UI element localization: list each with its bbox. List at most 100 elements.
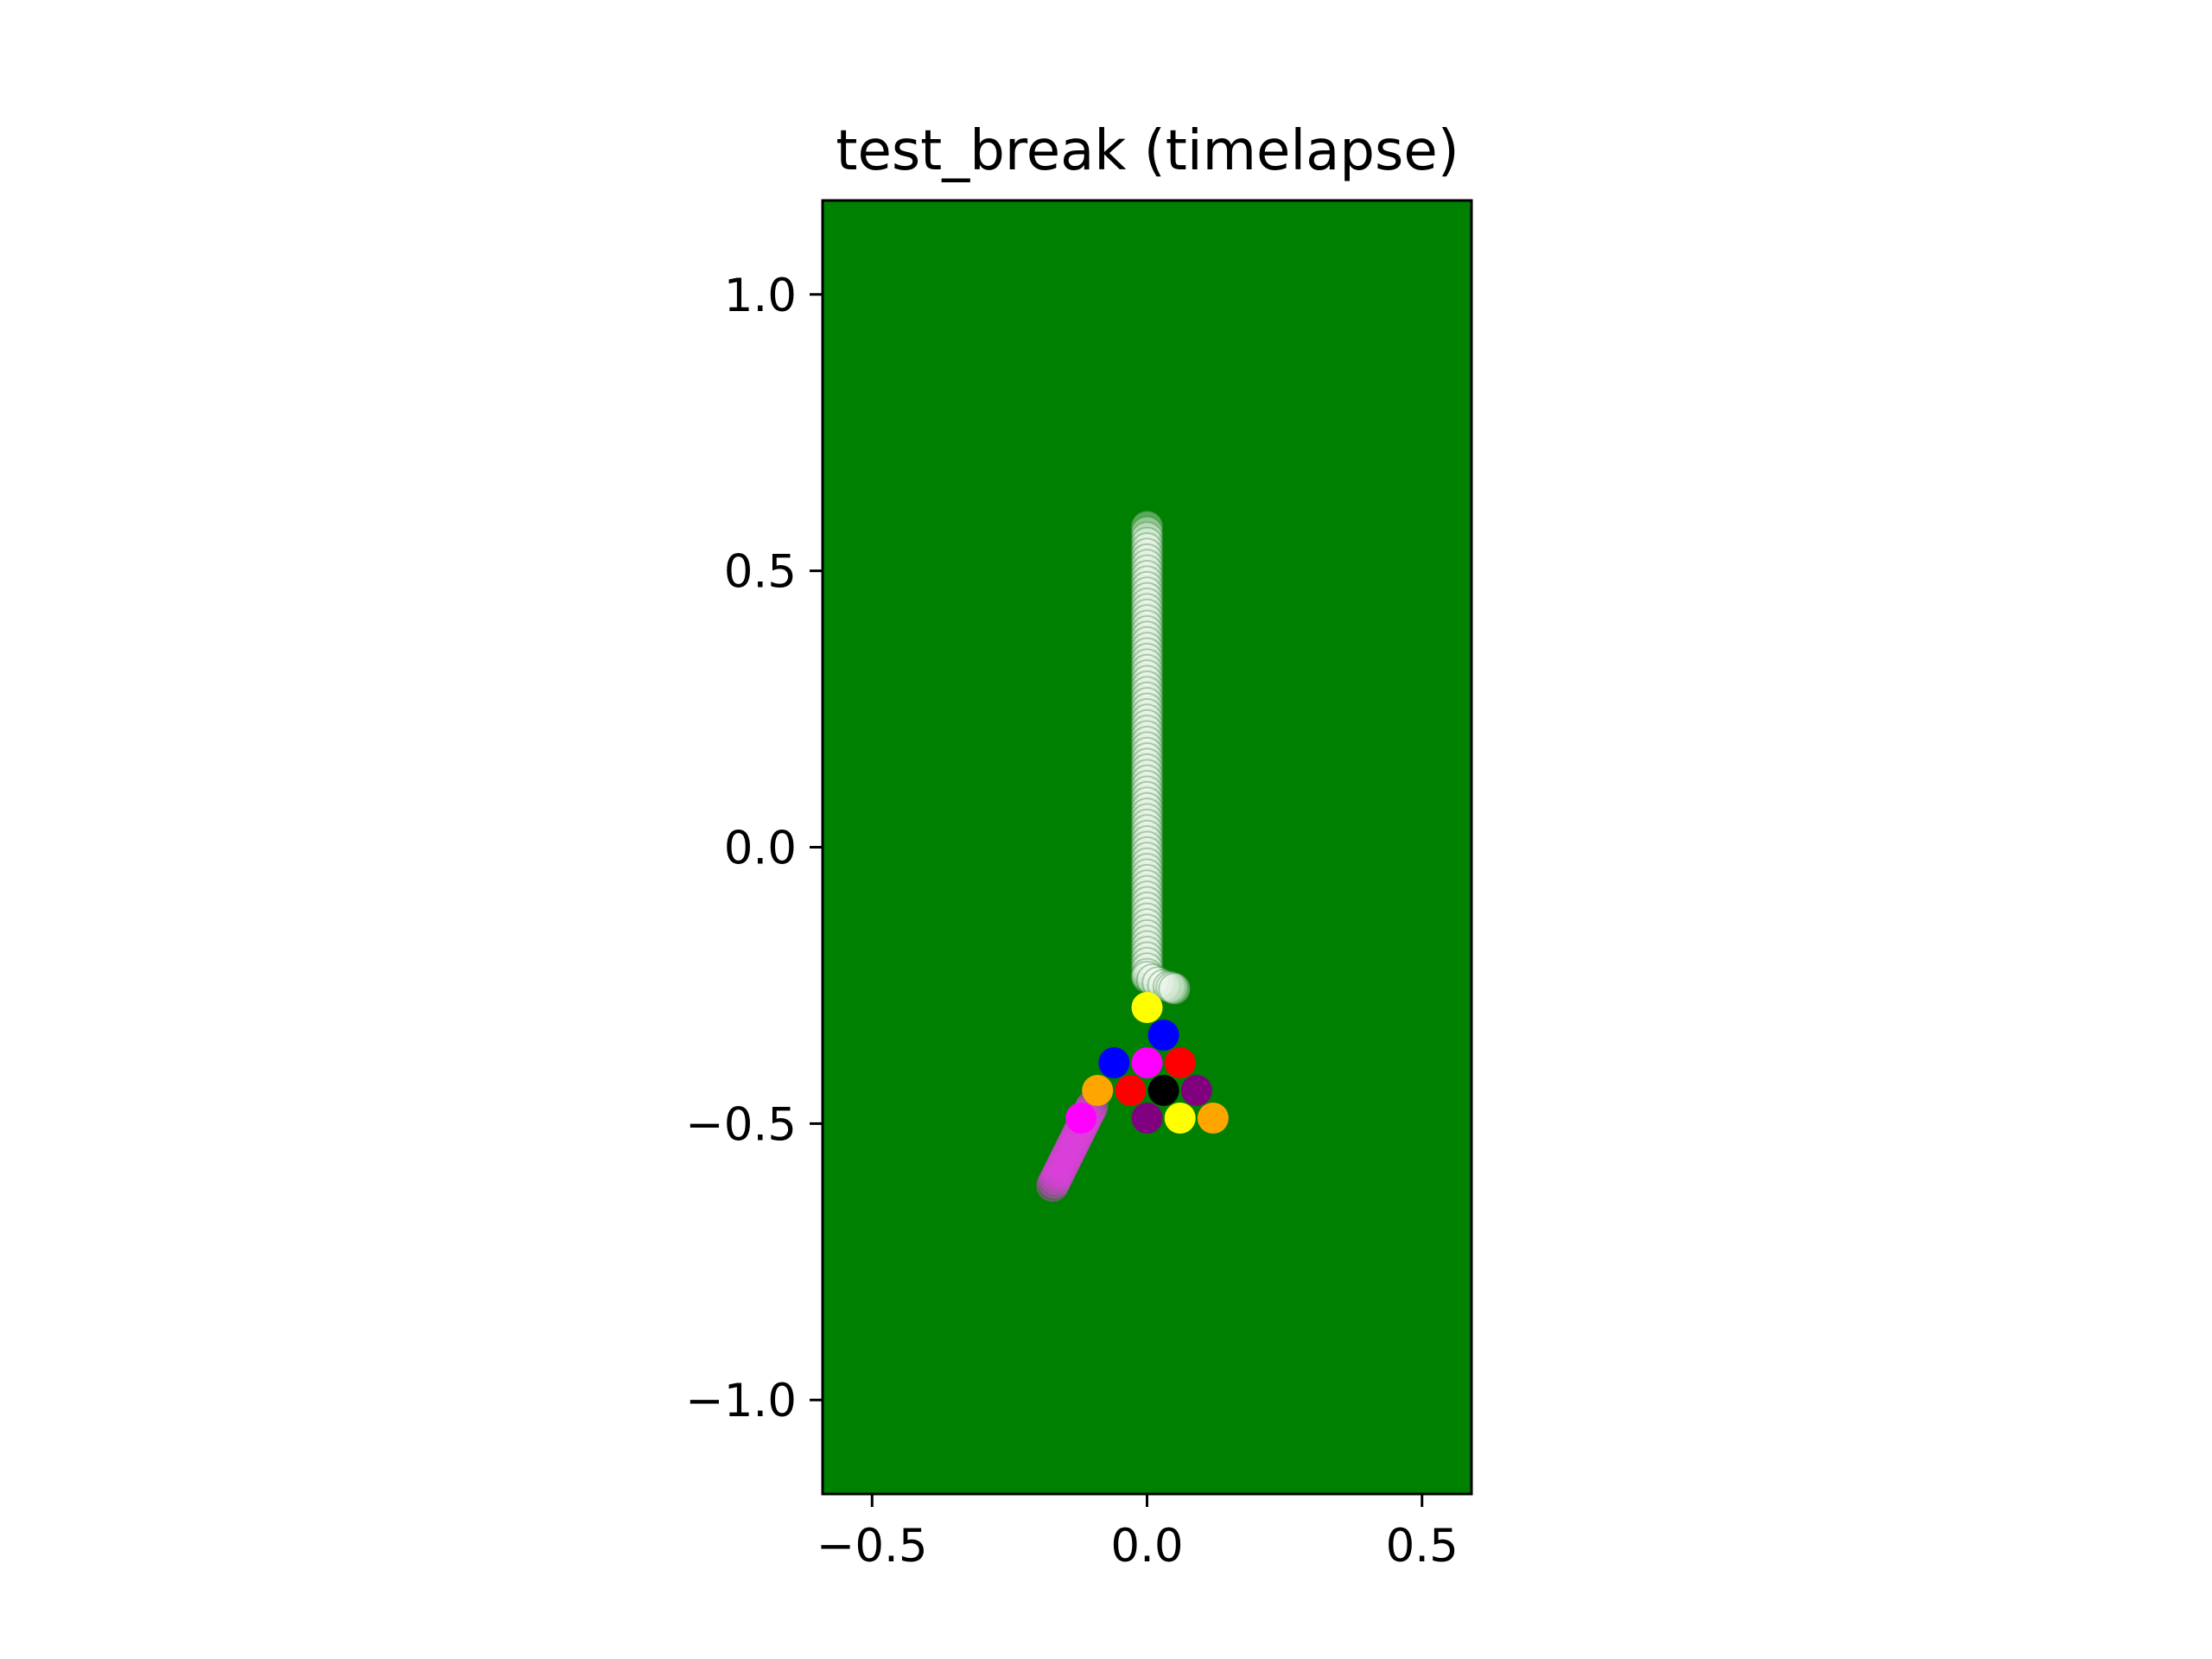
series-2 (1131, 992, 1163, 1024)
ball-point (1180, 1074, 1212, 1106)
trail-point (1130, 526, 1164, 560)
trail-point (1130, 847, 1164, 880)
trail-point (1130, 747, 1164, 781)
trail-point (1130, 780, 1164, 814)
trail-point (1130, 908, 1164, 942)
y-axis: 1.0 0.5 0.0 −0.5 −1.0 (685, 270, 823, 1427)
trail-point (1130, 842, 1164, 875)
trail-point (1054, 1132, 1088, 1166)
trail-point (1037, 1166, 1071, 1199)
ball-point (1164, 1047, 1196, 1078)
trail-point (1130, 869, 1164, 903)
trail-point (1130, 803, 1164, 836)
trail-point (1147, 969, 1180, 1002)
trail-point (1130, 736, 1164, 770)
trail-point (1044, 1152, 1077, 1185)
trail-point (1130, 814, 1164, 848)
trail-point (1130, 825, 1164, 859)
ball-point (1082, 1074, 1114, 1106)
trail-point (1130, 913, 1164, 947)
trail-point (1130, 676, 1164, 709)
series-7 (1082, 1074, 1114, 1106)
trail-point (1046, 1148, 1079, 1182)
trail-point (1152, 969, 1185, 1003)
trail-point (1130, 715, 1164, 748)
trail-point (1130, 570, 1164, 604)
trail-point (1130, 853, 1164, 887)
ball-point (1164, 1102, 1196, 1134)
trail-point (1130, 918, 1164, 952)
trail-point (1130, 930, 1164, 963)
trail-point (1130, 560, 1164, 594)
trail-point (1130, 604, 1164, 638)
series-8 (1115, 1074, 1147, 1106)
trail-point (1130, 753, 1164, 786)
ball-point (1147, 1074, 1179, 1106)
trail-point (1130, 786, 1164, 820)
trail-point (1130, 775, 1164, 809)
trail-point (1130, 819, 1164, 853)
trail-point (1130, 874, 1164, 908)
trail-point (1130, 620, 1164, 654)
series-12 (1131, 1102, 1163, 1134)
y-tick-label: 0.0 (724, 823, 797, 875)
ball-point (1098, 1047, 1130, 1078)
trail-point (1155, 970, 1189, 1004)
series-9 (1147, 1074, 1179, 1106)
trail-point (1036, 1169, 1070, 1203)
trail-point (1130, 941, 1164, 975)
trail-point (1130, 936, 1164, 969)
trail-point (1130, 720, 1164, 753)
series-6 (1164, 1047, 1196, 1078)
trail-point (1130, 653, 1164, 687)
trail-point (1130, 632, 1164, 665)
trail-point (1130, 897, 1164, 931)
trail-point (1130, 709, 1164, 742)
trail-point (1130, 537, 1164, 571)
trail-point (1130, 637, 1164, 671)
x-tick-label: −0.5 (817, 1520, 928, 1573)
ball-markers (1036, 510, 1229, 1203)
trail-point (1130, 798, 1164, 831)
trail-point (1047, 1146, 1081, 1179)
series-10 (1180, 1074, 1212, 1106)
ball-point (1131, 992, 1163, 1024)
trail-point (1130, 830, 1164, 864)
ball-point (1065, 1102, 1097, 1134)
trail-point (1130, 742, 1164, 776)
trail-point (1042, 1155, 1076, 1189)
trail-point (1130, 697, 1164, 731)
series-5 (1131, 1047, 1163, 1078)
trail-point (1051, 1139, 1084, 1173)
ball-point (1115, 1074, 1147, 1106)
trail-point (1130, 880, 1164, 914)
series-3 (1147, 1020, 1179, 1052)
trail-point (1130, 886, 1164, 919)
y-tick-label: −1.0 (685, 1375, 797, 1427)
trail-point (1158, 972, 1192, 1006)
trail-point (1130, 549, 1164, 582)
series-0 (1130, 510, 1192, 1006)
trail-point (1130, 565, 1164, 599)
trail-point (1130, 863, 1164, 897)
trail-point (1130, 731, 1164, 765)
trail-point (1130, 952, 1164, 986)
y-tick-label: 1.0 (724, 270, 797, 322)
table-surface (823, 200, 1471, 1494)
trail-point (1130, 858, 1164, 892)
trail-point (1130, 836, 1164, 869)
trail-point (1130, 598, 1164, 632)
trail-point (1130, 615, 1164, 648)
ball-point (1147, 1020, 1179, 1052)
trail-point (1130, 582, 1164, 615)
trail-point (1130, 891, 1164, 925)
y-tick-label: −0.5 (685, 1098, 797, 1151)
trail-point (1130, 703, 1164, 737)
series-4 (1098, 1047, 1130, 1078)
trail-point (1130, 759, 1164, 792)
chart-title: test_break (timelapse) (836, 119, 1459, 183)
trail-point (1052, 1135, 1086, 1169)
y-tick-label: 0.5 (724, 546, 797, 599)
trail-point (1130, 543, 1164, 576)
